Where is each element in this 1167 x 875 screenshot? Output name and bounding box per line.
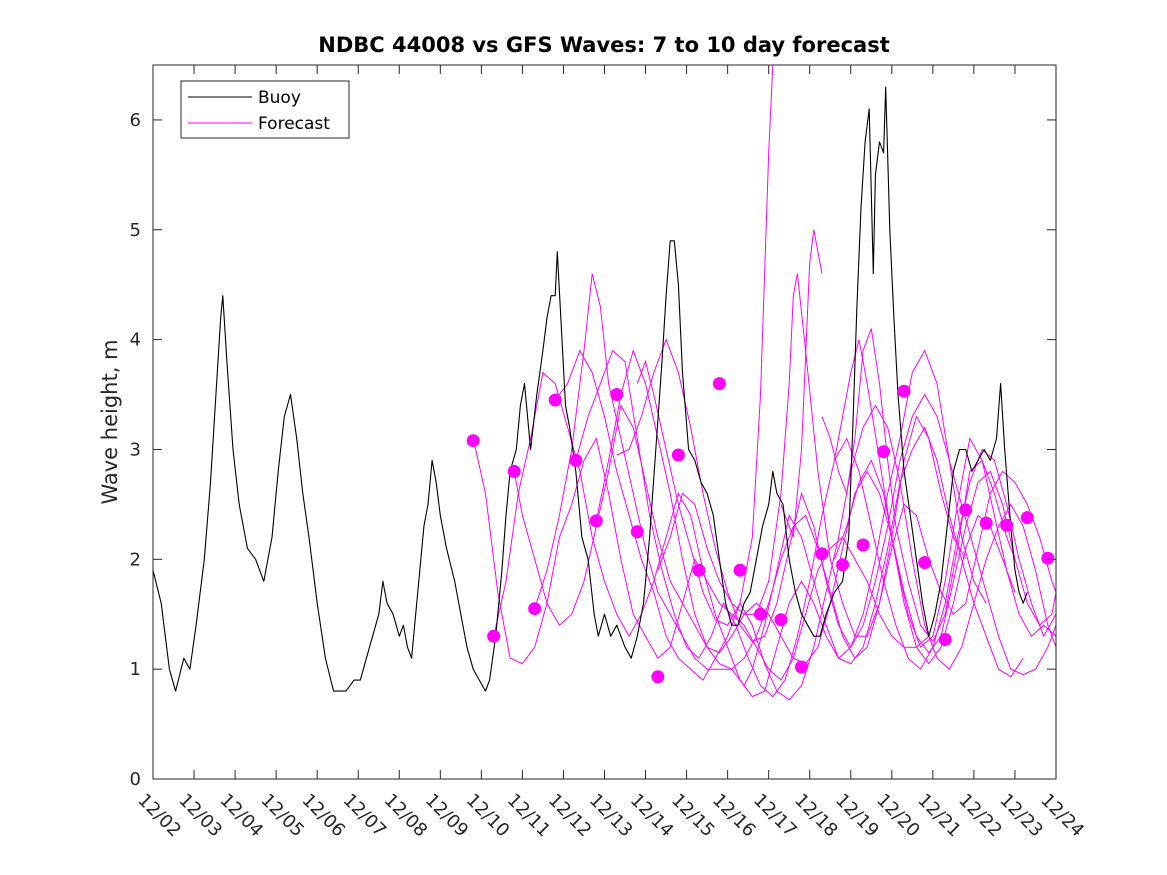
y-tick-label: 2 [130,549,141,570]
forecast-marker-17 [815,547,829,561]
forecast-marker-26 [1000,518,1014,532]
chart-title: NDBC 44008 vs GFS Waves: 7 to 10 day for… [318,33,889,57]
forecast-marker-24 [959,503,973,517]
y-tick-label: 4 [130,330,141,351]
forecast-marker-5 [569,453,583,467]
forecast-line-11 [833,437,1056,649]
forecast-marker-14 [754,607,767,621]
forecast-line-3 [534,273,1024,687]
y-tick-label: 6 [130,110,141,131]
forecast-marker-0 [466,434,480,448]
forecast-marker-6 [589,514,603,528]
forecast-marker-27 [1020,511,1034,525]
legend-label-forecast: Forecast [258,114,330,134]
forecast-marker-10 [671,448,685,462]
forecast-line-9 [657,273,1056,637]
forecast-line-2 [513,404,967,670]
forecast-marker-8 [630,525,644,539]
forecast-marker-15 [774,613,788,627]
y-axis-label: Wave height, m [98,339,122,504]
y-tick-label: 5 [130,220,141,241]
forecast-line-12 [821,328,1016,643]
forecast-marker-13 [733,563,747,577]
forecast-marker-11 [692,563,706,577]
legend-box [180,80,350,139]
forecast-marker-22 [918,556,932,570]
forecast-marker-4 [548,393,562,407]
forecast-line-13 [780,229,823,538]
forecast-marker-23 [938,633,952,646]
forecast-line-8 [636,65,774,626]
forecast-marker-19 [856,538,870,552]
y-tick-label: 1 [130,659,141,680]
series-line-buoy [153,86,1028,692]
y-tick-label: 0 [130,769,141,790]
forecast-marker-25 [979,516,993,530]
forecast-marker-2 [507,464,521,478]
forecast-marker-9 [651,670,665,684]
y-tick-label: 3 [130,439,141,460]
forecast-marker-1 [487,629,501,643]
forecast-marker-21 [897,384,911,398]
forecast-line-7 [616,338,1056,676]
forecast-marker-28 [1041,551,1055,565]
forecast-marker-20 [877,445,891,459]
forecast-marker-3 [528,602,542,616]
forecast-marker-7 [610,388,624,401]
legend-label-buoy: Buoy [258,88,301,108]
forecast-marker-16 [795,660,808,674]
legend: Buoy Forecast [180,80,350,139]
forecast-marker-12 [712,377,726,391]
plot-area [153,65,1056,701]
forecast-marker-18 [836,558,850,572]
